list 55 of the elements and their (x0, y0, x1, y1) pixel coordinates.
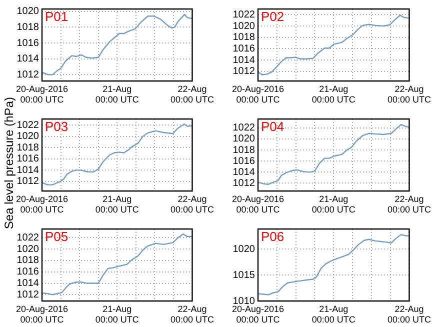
y-tick-label: 1020 (16, 6, 40, 18)
x-tick-label: 21-Aug 00:00 UTC (312, 84, 356, 105)
chart-title: P06 (261, 229, 284, 244)
x-tick-label: 22-Aug 00:00 UTC (170, 84, 214, 105)
y-tick-label: 1016 (232, 156, 256, 167)
x-tick-label: 21-Aug 00:00 UTC (312, 194, 356, 215)
y-tick-label: 1014 (16, 164, 40, 176)
x-tick-label: 22-Aug 00:00 UTC (387, 194, 432, 215)
y-tick-label: 1012 (16, 289, 40, 300)
x-tick-label: 22-Aug 00:00 UTC (387, 304, 432, 325)
y-tick-label: 1018 (16, 22, 40, 33)
y-tick-label: 1018 (232, 32, 256, 44)
chart-title: P04 (261, 119, 284, 134)
y-tick-label: 1018 (16, 255, 40, 266)
x-tick-label: 22-Aug 00:00 UTC (170, 194, 214, 215)
y-tick-label: 1012 (16, 176, 40, 188)
y-tick-label: 1014 (232, 166, 256, 178)
y-tick-label: 1012 (16, 69, 40, 80)
y-tick-label: 1020 (16, 244, 40, 255)
y-tick-label: 1022 (232, 9, 256, 20)
x-tick-label: 20-Aug-2016 00:00 UTC (232, 84, 284, 105)
x-tick-label: 21-Aug 00:00 UTC (312, 304, 356, 325)
y-tick-label: 1020 (232, 244, 256, 255)
chart-title: P01 (45, 9, 68, 24)
x-tick-label: 20-Aug-2016 00:00 UTC (16, 84, 68, 105)
x-tick-label: 20-Aug-2016 00:00 UTC (16, 194, 68, 215)
x-tick-label: 21-Aug 00:00 UTC (95, 84, 140, 105)
x-tick-label: 21-Aug 00:00 UTC (95, 194, 140, 215)
y-axis-title: Sea level pressure (hPa) (2, 97, 16, 230)
y-tick-label: 1020 (16, 131, 40, 142)
chart-title: P05 (45, 229, 68, 244)
x-tick-label: 22-Aug 00:00 UTC (387, 84, 432, 105)
y-tick-label: 1018 (232, 144, 256, 156)
y-tick-label: 1012 (232, 178, 256, 189)
x-tick-label: 20-Aug-2016 00:00 UTC (232, 194, 284, 215)
y-tick-label: 1022 (16, 120, 40, 131)
y-tick-label: 1016 (16, 266, 40, 278)
y-tick-label: 1014 (16, 278, 40, 290)
y-tick-label: 1020 (232, 134, 256, 145)
y-tick-label: 1022 (16, 232, 40, 244)
y-tick-label: 1015 (232, 270, 256, 281)
y-tick-label: 1016 (16, 38, 40, 49)
y-tick-label: 1022 (232, 122, 256, 134)
x-tick-label: 22-Aug 00:00 UTC (170, 304, 214, 325)
y-tick-label: 1016 (232, 43, 256, 54)
y-tick-label: 1014 (16, 54, 40, 65)
x-tick-label: 20-Aug-2016 00:00 UTC (16, 304, 68, 325)
y-tick-label: 1014 (232, 54, 256, 66)
y-tick-label: 1012 (232, 66, 256, 78)
chart-title: P03 (45, 119, 68, 134)
y-tick-label: 1020 (232, 20, 256, 32)
y-tick-label: 1016 (16, 154, 40, 165)
chart-title: P02 (261, 9, 284, 24)
x-tick-label: 21-Aug 00:00 UTC (95, 304, 140, 325)
y-tick-label: 1018 (16, 142, 40, 154)
